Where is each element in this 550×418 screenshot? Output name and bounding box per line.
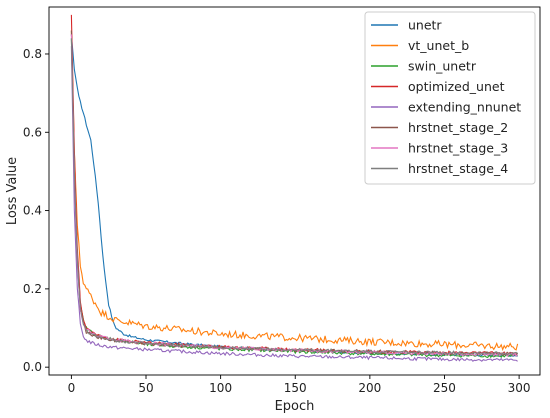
legend-label: vt_unet_b [408, 38, 469, 53]
series-line-hrstnet-stage-4 [70, 38, 519, 356]
x-tick-label: 200 [358, 381, 381, 395]
legend: unetr vt_unet_b swin_unetr optimized_unetex… [364, 11, 536, 185]
x-tick-label: 150 [284, 381, 307, 395]
plot-frame [48, 6, 541, 376]
x-tick-label: 100 [209, 381, 232, 395]
y-tick-label: 0.4 [23, 204, 42, 218]
legend-label: hrstnet_stage_3 [408, 141, 508, 156]
x-tick-label: 0 [68, 381, 76, 395]
y-axis-label: Loss Value [5, 157, 20, 225]
x-tick-label: 300 [508, 381, 531, 395]
legend-label: unetr [408, 18, 442, 33]
y-tick-label: 0.0 [23, 360, 42, 374]
legend-label: hrstnet_stage_2 [408, 120, 508, 135]
x-axis-label: Epoch [275, 399, 315, 414]
legend-box [364, 11, 536, 185]
legend-label: optimized_unet [408, 79, 505, 94]
series-line-vt-unet-b [70, 30, 519, 352]
x-tick-label: 250 [433, 381, 456, 395]
legend-label: extending_nnunet [408, 100, 521, 115]
legend-label: hrstnet_stage_4 [408, 161, 508, 176]
y-tick-label: 0.8 [23, 47, 42, 61]
y-tick-label: 0.6 [23, 125, 42, 139]
series-line-extending-nnunet [70, 46, 518, 362]
x-tick-label: 50 [138, 381, 153, 395]
legend-label: swin_unetr [408, 59, 477, 74]
axes: 0 50 100 150 200 250 300 0.0 0.2 0.4 0.6 0.8 [23, 6, 541, 395]
plot-area [70, 14, 519, 362]
y-tick-label: 0.2 [23, 282, 42, 296]
